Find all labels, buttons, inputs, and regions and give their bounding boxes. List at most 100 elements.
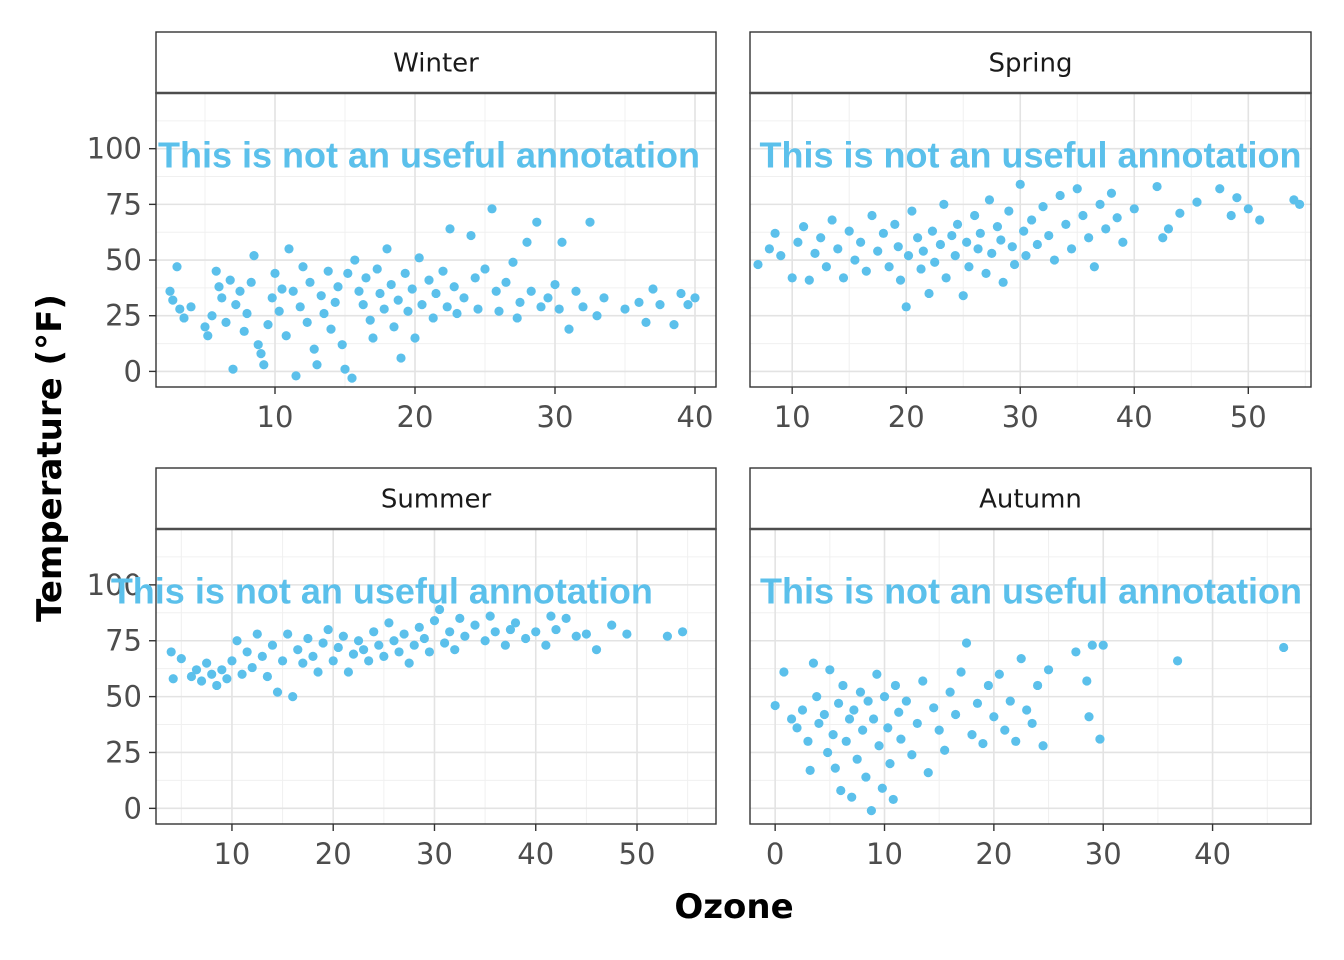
data-point [1084,233,1094,243]
data-point [298,658,308,668]
data-point [861,266,871,276]
data-point [1095,734,1105,744]
y-axis-title: Temperature (°F) [30,294,70,622]
data-point [1000,725,1010,735]
data-point [550,279,560,290]
data-point [998,277,1008,287]
data-point [987,248,997,258]
data-point [323,266,333,276]
data-point [779,667,789,677]
annotation-text: This is not an useful annotation [158,134,700,175]
data-point [424,275,434,285]
data-point [913,233,923,243]
data-point [424,647,435,657]
data-point [830,763,840,773]
data-point [958,291,968,301]
data-point [284,244,294,254]
data-point [1038,741,1048,751]
data-point [288,692,298,702]
data-point [473,304,483,314]
data-point [1152,181,1162,192]
data-point [235,286,245,296]
data-point [803,736,813,746]
data-point [890,219,900,230]
data-point [369,627,379,637]
data-point [295,302,305,312]
data-point [546,611,556,621]
data-point [918,246,928,256]
data-point [1055,190,1065,201]
data-point [895,275,906,285]
x-tick-label: 50 [1230,400,1267,434]
data-point [253,340,263,350]
y-tick-label: 25 [105,735,142,769]
data-point [787,273,797,283]
data-point [249,250,259,261]
x-tick-label: 20 [975,837,1012,871]
data-point [526,286,536,296]
data-point [512,313,522,323]
data-point [973,244,983,254]
data-point [825,665,835,675]
data-point [440,638,450,648]
data-point [833,698,844,708]
data-point [347,373,357,383]
data-point [564,324,574,334]
data-point [246,277,256,287]
data-point [591,645,602,655]
panel-background [750,529,1311,824]
data-point [927,226,938,236]
data-point [442,302,452,312]
data-point [263,320,273,330]
data-point [270,268,280,279]
strip-label: Spring [989,49,1073,79]
data-point [409,640,419,650]
data-point [431,288,441,299]
data-point [770,700,780,711]
data-point [283,629,293,639]
data-point [571,286,581,296]
annotation-text: This is not an useful annotation [760,571,1302,612]
data-point [318,638,328,648]
data-point [394,647,404,657]
data-point [903,250,914,261]
data-point [833,244,843,254]
data-point [259,360,269,370]
data-point [956,667,966,677]
data-point [217,293,227,303]
data-point [1027,718,1037,729]
data-point [1101,224,1111,234]
data-point [798,222,809,232]
data-point [330,297,340,307]
data-point [581,629,591,639]
data-point [434,604,445,615]
data-point [407,284,417,294]
data-point [1118,237,1128,247]
data-point [176,654,186,664]
data-point [191,665,202,675]
x-tick-label: 0 [766,837,784,871]
data-point [950,250,960,261]
data-point [827,215,837,225]
data-point [952,219,963,230]
data-point [1038,201,1048,212]
y-tick-label: 50 [105,680,142,714]
data-point [792,723,802,733]
data-point [557,237,567,247]
data-point [414,622,424,632]
data-point [804,275,814,285]
data-point [1087,640,1097,650]
data-point [1226,210,1236,221]
data-point [872,669,882,679]
x-tick-label: 40 [677,400,714,434]
data-point [231,299,241,310]
data-point [1243,204,1253,214]
data-point [410,333,420,343]
data-point [961,638,972,648]
data-point [1158,233,1168,243]
data-point [239,326,249,336]
data-point [894,707,904,717]
data-point [382,244,392,254]
data-point [940,745,950,755]
data-point [676,288,686,299]
